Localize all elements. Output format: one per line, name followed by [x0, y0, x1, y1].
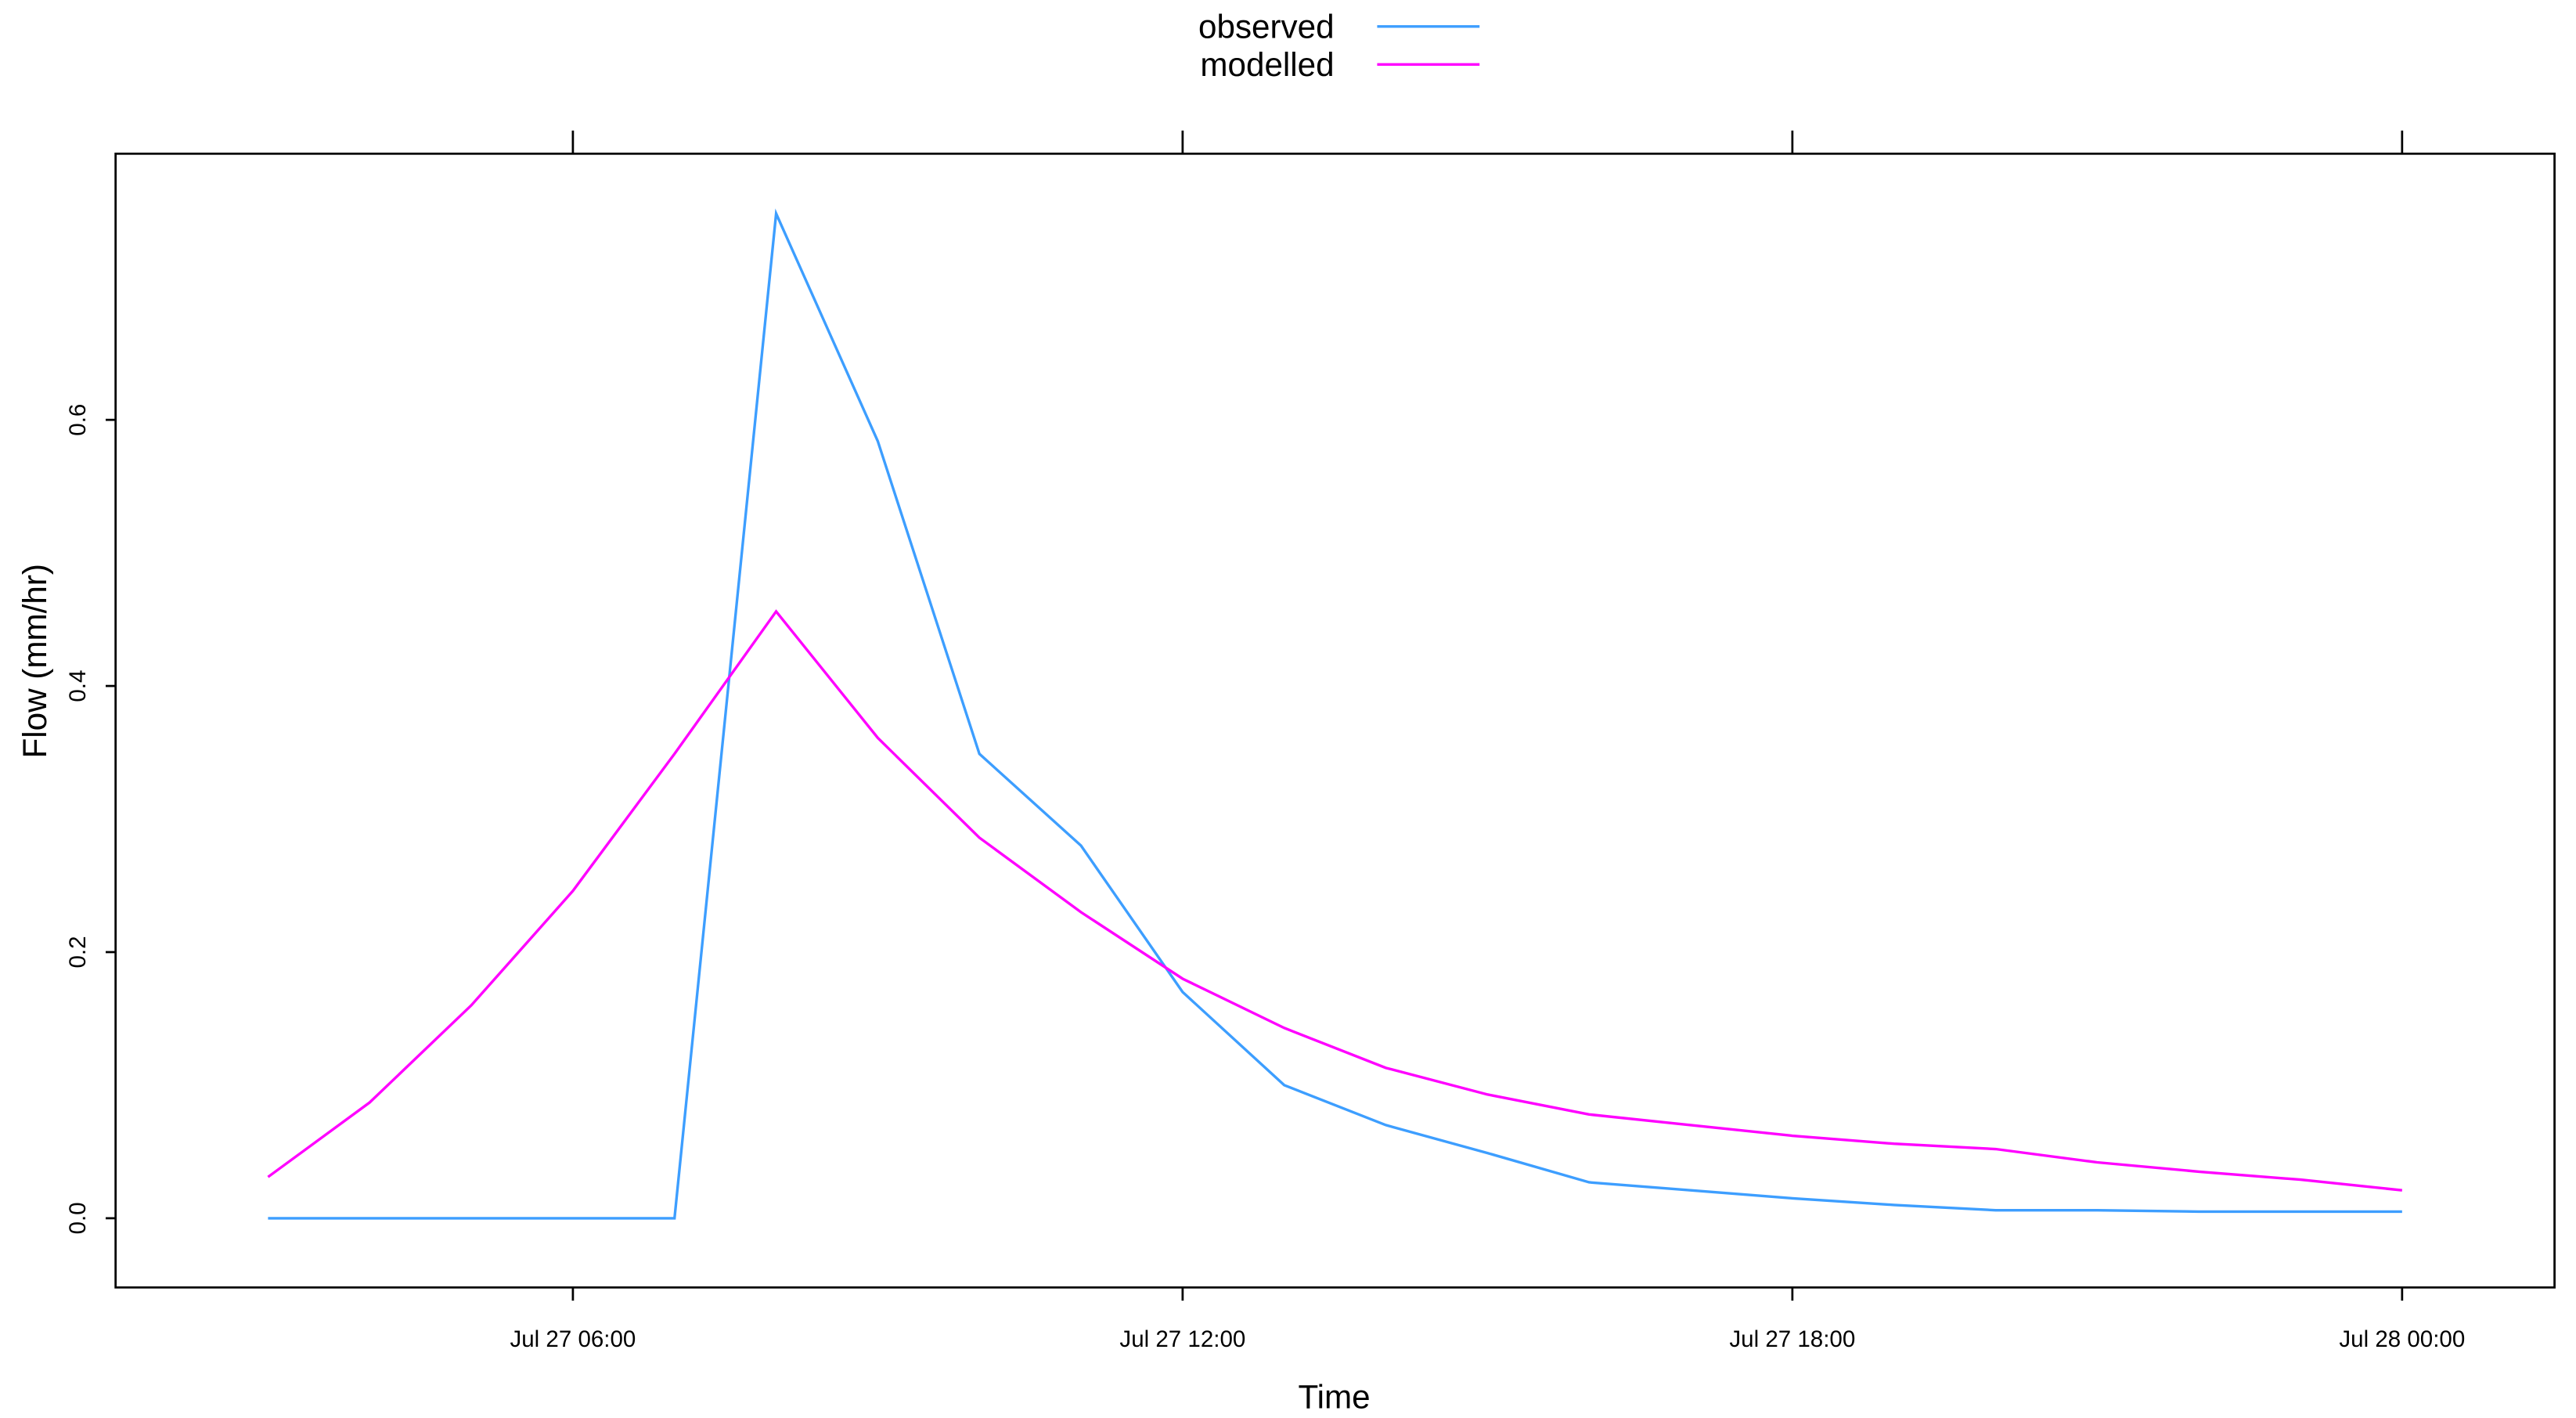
y-tick-label: 0.2 [65, 936, 91, 968]
y-tick-label: 0.4 [65, 670, 91, 702]
line-series [268, 208, 2402, 1220]
x-tick-label: Jul 27 18:00 [1729, 1326, 1855, 1352]
legend-label: observed [1198, 9, 1335, 45]
x-tick-label: Jul 27 12:00 [1119, 1326, 1245, 1352]
y-axis-label: Flow (mm/hr) [16, 564, 53, 758]
x-axis-label: Time [1298, 1378, 1370, 1415]
y-tick-label: 0.0 [65, 1202, 91, 1234]
legend-label: modelled [1200, 46, 1334, 83]
x-tick-label: Jul 27 06:00 [510, 1326, 636, 1352]
y-tick-label: 0.6 [65, 404, 91, 436]
plot-frame [114, 152, 2556, 1289]
line-series [267, 609, 2403, 1192]
x-tick-label: Jul 28 00:00 [2339, 1326, 2465, 1352]
